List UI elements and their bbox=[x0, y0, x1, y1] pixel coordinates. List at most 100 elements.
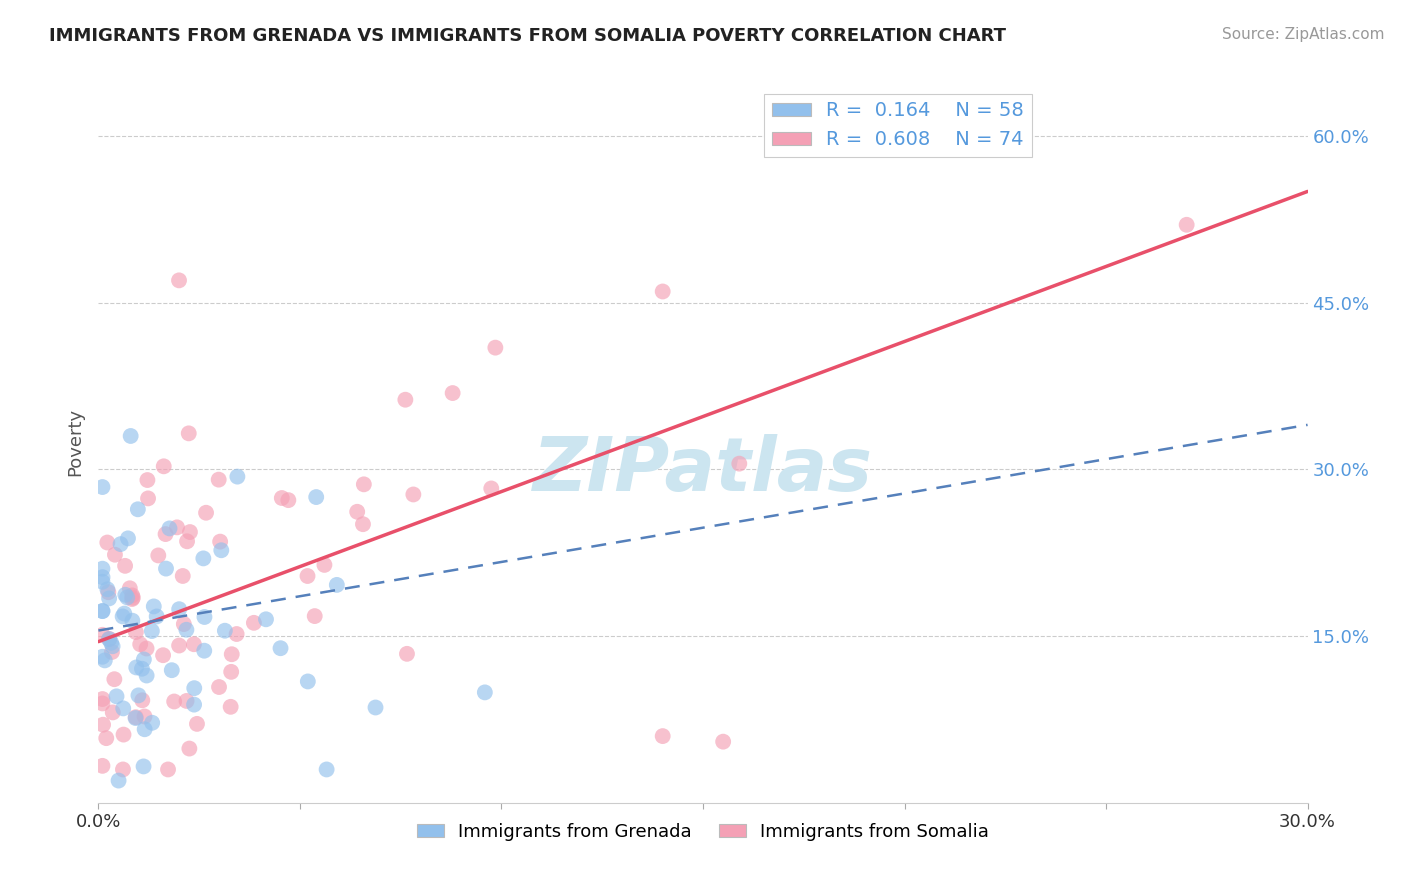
Point bbox=[172, 569, 194, 583]
Point bbox=[1175, 218, 1198, 232]
Point bbox=[111, 763, 134, 777]
Point bbox=[136, 491, 159, 506]
Point bbox=[183, 698, 205, 712]
Legend: Immigrants from Grenada, Immigrants from Somalia: Immigrants from Grenada, Immigrants from… bbox=[409, 815, 997, 848]
Point bbox=[176, 694, 198, 708]
Point bbox=[167, 602, 190, 616]
Point bbox=[120, 429, 142, 443]
Point bbox=[96, 535, 118, 549]
Point bbox=[209, 534, 232, 549]
Point bbox=[155, 527, 177, 541]
Point bbox=[364, 700, 387, 714]
Point bbox=[91, 604, 114, 618]
Point bbox=[129, 637, 152, 651]
Point bbox=[136, 473, 159, 487]
Point bbox=[91, 480, 114, 494]
Point bbox=[208, 680, 231, 694]
Point bbox=[135, 668, 157, 682]
Point bbox=[97, 585, 120, 599]
Point bbox=[105, 690, 128, 704]
Point bbox=[103, 672, 125, 686]
Point bbox=[346, 505, 368, 519]
Point bbox=[125, 710, 148, 724]
Point bbox=[474, 685, 496, 699]
Point bbox=[297, 569, 319, 583]
Point bbox=[91, 759, 114, 773]
Point bbox=[176, 534, 198, 549]
Point bbox=[141, 715, 163, 730]
Point bbox=[193, 643, 215, 657]
Point bbox=[315, 763, 337, 777]
Point bbox=[134, 723, 156, 737]
Point bbox=[193, 551, 215, 566]
Point bbox=[104, 548, 127, 562]
Point bbox=[209, 543, 232, 558]
Point bbox=[183, 637, 205, 651]
Point bbox=[91, 697, 114, 711]
Point bbox=[134, 709, 156, 723]
Point bbox=[91, 574, 114, 589]
Point bbox=[91, 570, 114, 584]
Point bbox=[131, 662, 153, 676]
Point bbox=[173, 617, 195, 632]
Point bbox=[208, 473, 231, 487]
Point bbox=[243, 615, 266, 630]
Point bbox=[651, 729, 673, 743]
Point bbox=[353, 477, 375, 491]
Point bbox=[314, 558, 336, 572]
Point bbox=[91, 562, 114, 576]
Point bbox=[711, 734, 734, 748]
Point bbox=[219, 665, 242, 679]
Point bbox=[91, 628, 114, 642]
Point bbox=[125, 625, 148, 640]
Point bbox=[111, 609, 134, 624]
Point bbox=[651, 285, 673, 299]
Point bbox=[270, 491, 292, 505]
Point bbox=[118, 582, 141, 596]
Point bbox=[394, 392, 416, 407]
Point bbox=[221, 647, 243, 661]
Point bbox=[145, 609, 167, 624]
Point bbox=[176, 623, 198, 637]
Point bbox=[352, 517, 374, 532]
Point bbox=[193, 610, 215, 624]
Point bbox=[297, 674, 319, 689]
Point bbox=[163, 694, 186, 708]
Point bbox=[270, 641, 292, 656]
Point bbox=[101, 639, 124, 653]
Point bbox=[166, 520, 188, 534]
Point bbox=[305, 490, 328, 504]
Point bbox=[121, 614, 143, 628]
Point bbox=[101, 645, 124, 659]
Point bbox=[179, 741, 201, 756]
Text: Source: ZipAtlas.com: Source: ZipAtlas.com bbox=[1222, 27, 1385, 42]
Point bbox=[395, 647, 418, 661]
Point bbox=[226, 469, 249, 483]
Point bbox=[117, 532, 139, 546]
Point bbox=[254, 612, 277, 626]
Point bbox=[167, 273, 190, 287]
Point bbox=[122, 591, 145, 605]
Point bbox=[91, 649, 114, 664]
Point bbox=[225, 627, 247, 641]
Point bbox=[107, 773, 129, 788]
Point bbox=[219, 699, 242, 714]
Point bbox=[484, 341, 506, 355]
Point bbox=[96, 731, 118, 746]
Point bbox=[155, 561, 177, 575]
Point bbox=[179, 524, 201, 539]
Point bbox=[148, 549, 170, 563]
Point bbox=[277, 493, 299, 508]
Point bbox=[160, 663, 183, 677]
Point bbox=[121, 588, 143, 602]
Point bbox=[728, 457, 751, 471]
Point bbox=[100, 636, 122, 650]
Point bbox=[121, 592, 143, 607]
Text: ZIPatlas: ZIPatlas bbox=[533, 434, 873, 507]
Point bbox=[125, 660, 148, 674]
Point bbox=[142, 599, 165, 614]
Point bbox=[114, 588, 136, 602]
Point bbox=[98, 591, 121, 606]
Point bbox=[112, 728, 135, 742]
Point bbox=[132, 759, 155, 773]
